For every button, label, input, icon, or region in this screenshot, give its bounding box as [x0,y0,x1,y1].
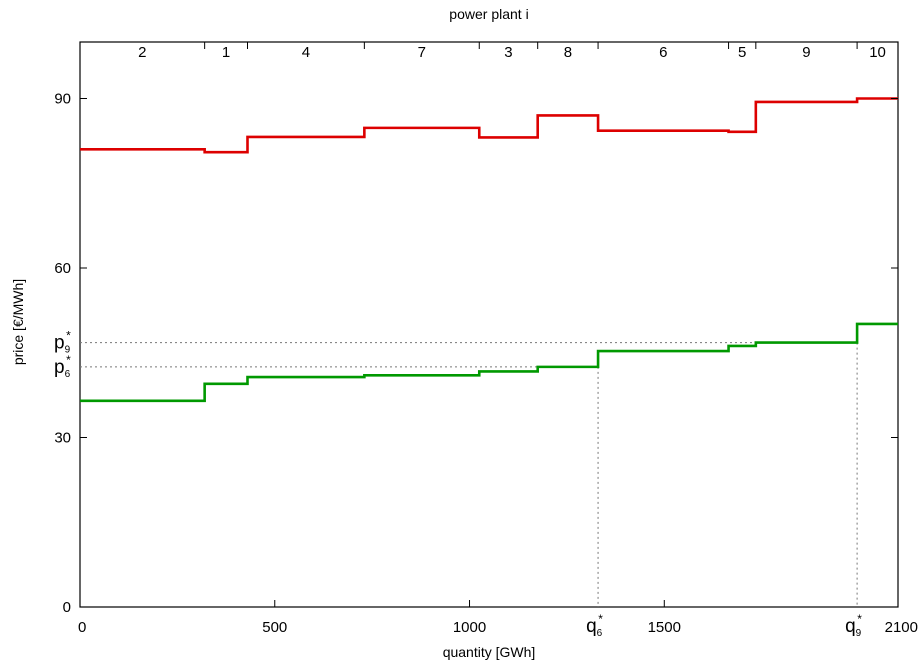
plant-label: 8 [564,44,572,61]
reference-lines [80,342,858,607]
price-star-label: p9* [54,329,71,356]
series-layer [80,97,898,403]
chart-title: power plant i [449,6,528,22]
x-tick-label: 0 [78,619,86,636]
ticks: 0 500 1000 1500 2100 0 30 60 90 [54,91,918,637]
y-tick-label: 0 [63,599,71,616]
quantity-star-label: q6* [586,612,603,639]
plant-label: 3 [504,44,512,61]
star-labels: q6* p6* q9* p9* [54,329,862,639]
plot-frame [79,41,899,608]
plant-label: 7 [418,44,426,61]
plant-label: 5 [738,44,746,61]
x-axis-title: quantity [GWh] [443,644,536,660]
plant-label: 4 [302,44,310,61]
y-tick-label: 30 [54,430,71,447]
series-line-red [80,97,898,154]
x-tick-label: 1000 [453,619,486,636]
plant-label: 10 [869,44,886,61]
plot-frame-group [79,41,899,608]
plant-label: 2 [138,44,146,61]
x-tick-label: 2100 [885,619,918,636]
x-tick-label: 1500 [648,619,681,636]
plant-label: 9 [802,44,810,61]
y-axis-title: price [€/MWh] [10,279,26,365]
top-axis: 2 1 4 7 3 8 6 5 9 10 [138,42,886,61]
plant-label: 6 [659,44,667,61]
x-tick-label: 500 [262,619,287,636]
series-line-green [80,322,898,403]
price-star-label: p6* [54,353,71,380]
y-tick-label: 60 [54,260,71,277]
y-tick-label: 90 [54,91,71,108]
quantity-star-label: q9* [845,612,862,639]
plant-label: 1 [222,44,230,61]
